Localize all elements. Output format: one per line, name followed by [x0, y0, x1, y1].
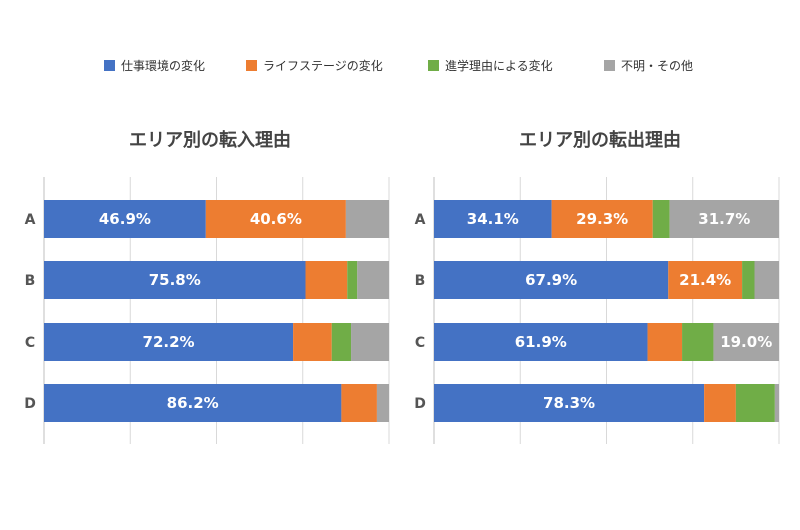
chart-panel-transfer-in: エリア別の転入理由 A 46.9% 40.6% B 75.8% C 72.2% D 86.2% — [24, 129, 390, 444]
bar-segment — [341, 384, 377, 422]
data-label: 78.3% — [543, 394, 595, 412]
bar-segment — [434, 323, 648, 361]
bar-segment — [652, 200, 670, 238]
bar-segment — [376, 384, 389, 422]
legend-swatch — [104, 60, 115, 71]
legend-swatch — [428, 60, 439, 71]
bar-segment — [551, 200, 653, 238]
legend-item: ライフステージの変化 — [246, 58, 383, 73]
bar-segment — [345, 200, 389, 238]
data-label: 72.2% — [143, 333, 195, 351]
bar-segment — [357, 261, 389, 299]
category-label: B — [25, 273, 36, 289]
data-label: 61.9% — [515, 333, 567, 351]
legend-label: 仕事環境の変化 — [121, 58, 205, 73]
data-label: 40.6% — [250, 210, 302, 228]
bar-segment — [704, 384, 736, 422]
bar-segment — [713, 323, 779, 361]
legend-item: 進学理由による変化 — [428, 58, 553, 73]
bar-segment — [434, 261, 669, 299]
bar-segment — [293, 323, 332, 361]
bar-segment — [331, 323, 352, 361]
legend-label: 進学理由による変化 — [445, 58, 553, 73]
bar-segment — [735, 384, 775, 422]
bar-segment — [434, 384, 705, 422]
data-label: 29.3% — [576, 210, 628, 228]
bar-segment — [205, 200, 346, 238]
chart-title: エリア別の転入理由 — [129, 129, 291, 151]
bar-segment — [668, 261, 743, 299]
legend-label: ライフステージの変化 — [263, 58, 383, 73]
bar-segment — [774, 384, 779, 422]
bar-segment — [44, 384, 342, 422]
legend-item: 不明・その他 — [604, 59, 693, 73]
category-label: B — [415, 273, 426, 289]
data-label: 31.7% — [698, 210, 750, 228]
bar-segment — [742, 261, 755, 299]
category-label: C — [415, 335, 425, 351]
category-label: A — [415, 212, 426, 228]
bar-segment — [44, 323, 294, 361]
data-label: 21.4% — [679, 271, 731, 289]
legend: 仕事環境の変化 ライフステージの変化 進学理由による変化 不明・その他 — [104, 58, 693, 73]
category-label: D — [414, 396, 426, 412]
legend-item: 仕事環境の変化 — [104, 58, 205, 73]
bar-segment — [44, 261, 306, 299]
bar-segment — [647, 323, 683, 361]
data-label: 46.9% — [99, 210, 151, 228]
bar-segment — [44, 200, 206, 238]
data-label: 75.8% — [149, 271, 201, 289]
bar-segment — [754, 261, 779, 299]
bar-segment — [669, 200, 779, 238]
bar-segment — [434, 200, 552, 238]
legend-swatch — [246, 60, 257, 71]
data-label: 86.2% — [167, 394, 219, 412]
bar-segment — [305, 261, 348, 299]
bar-segment — [347, 261, 358, 299]
data-label: 34.1% — [467, 210, 519, 228]
chart-panel-transfer-out: エリア別の転出理由 A 34.1% 29.3% 31.7% B 67.9% 21.4% C 61.… — [414, 129, 780, 444]
category-label: D — [24, 396, 36, 412]
category-label: C — [25, 335, 35, 351]
chart-title: エリア別の転出理由 — [519, 129, 681, 151]
legend-label: 不明・その他 — [621, 59, 693, 73]
bar-segment — [351, 323, 389, 361]
data-label: 67.9% — [525, 271, 577, 289]
data-label: 19.0% — [720, 333, 772, 351]
bar-segment — [682, 323, 714, 361]
category-label: A — [25, 212, 36, 228]
legend-swatch — [604, 60, 615, 71]
